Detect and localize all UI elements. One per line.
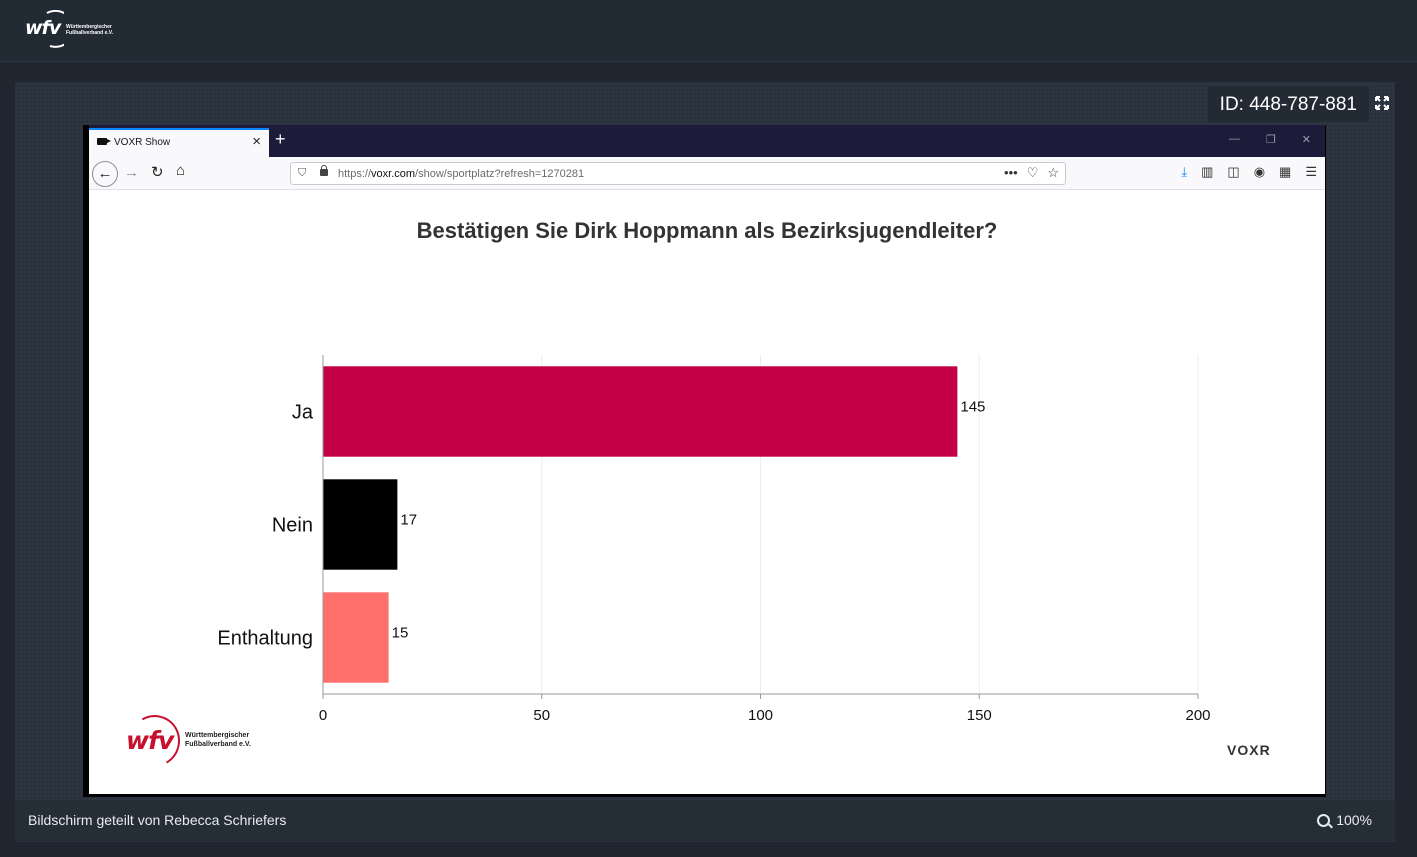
zoom-control[interactable]: 100%	[1317, 812, 1372, 828]
shared-screen: VOXR Show × + — ❐ ✕ ← → ↻ ⌂ ⛉ https://vo…	[83, 125, 1326, 797]
bookmark-star-icon[interactable]: ☆	[1047, 165, 1059, 180]
data-label: 15	[392, 625, 409, 642]
x-tick-label: 150	[967, 707, 992, 724]
x-tick-label: 50	[533, 707, 550, 724]
bar-nein	[323, 479, 398, 570]
bar-ja	[323, 366, 958, 457]
menu-icon[interactable]: ☰	[1305, 164, 1317, 179]
zoom-level: 100%	[1336, 812, 1372, 828]
browser-window: VOXR Show × + — ❐ ✕ ← → ↻ ⌂ ⛉ https://vo…	[89, 125, 1325, 794]
voxr-logo: VOXR	[1227, 742, 1271, 758]
sidebar-icon[interactable]: ◫	[1227, 164, 1240, 179]
url-bar[interactable]: ⛉ https://voxr.com/show/sportplatz?refre…	[290, 162, 1066, 185]
category-label: Ja	[292, 402, 314, 424]
toolbar-right: ⤓ ▥ ◫ ◉ ▦ ☰	[1181, 164, 1317, 180]
video-camera-icon	[97, 138, 111, 145]
tab-title: VOXR Show	[114, 137, 171, 148]
x-tick-label: 200	[1185, 707, 1210, 724]
x-tick-label: 100	[748, 707, 773, 724]
wfv-logo-text: wfv	[25, 17, 61, 39]
library-icon[interactable]: ▥	[1201, 164, 1214, 179]
bar-enthaltung	[323, 592, 389, 683]
lock-icon[interactable]	[320, 165, 328, 176]
screen-share-status: Bildschirm geteilt von Rebecca Schriefer…	[28, 812, 287, 828]
close-window-icon[interactable]: ✕	[1301, 134, 1311, 146]
download-icon[interactable]: ⤓	[1181, 164, 1188, 179]
app-header: wfv Württembergischer Fußballverband e.V…	[0, 0, 1417, 62]
home-icon[interactable]: ⌂	[176, 162, 186, 179]
reload-icon[interactable]: ↻	[151, 164, 164, 181]
tab-strip: VOXR Show × + — ❐ ✕	[89, 125, 1325, 157]
x-tick-label: 0	[319, 707, 327, 724]
url-actions: ••• ♡ ☆	[1004, 165, 1059, 181]
tab-close-icon[interactable]: ×	[252, 133, 261, 150]
session-id-label: ID: 448-787-881	[1207, 86, 1369, 122]
data-label: 145	[960, 399, 985, 416]
fullscreen-icon[interactable]	[1375, 96, 1389, 110]
category-label: Nein	[272, 515, 313, 537]
category-label: Enthaltung	[217, 628, 313, 650]
chart-title: Bestätigen Sie Dirk Hoppmann als Bezirks…	[416, 218, 998, 243]
back-arrow-icon[interactable]: ←	[92, 161, 118, 187]
wfv-logo[interactable]: wfv Württembergischer Fußballverband e.V…	[22, 9, 114, 50]
new-tab-icon[interactable]: +	[275, 129, 286, 149]
pocket-icon[interactable]: ♡	[1026, 165, 1039, 180]
bar-chart: 145Ja17Nein15Enthaltung050100150200Stimm…	[217, 355, 1211, 724]
footer-logo-text: wfv	[126, 726, 174, 755]
tracking-shield-icon[interactable]: ⛉	[298, 167, 307, 179]
browser-toolbar: ← → ↻ ⌂ ⛉ https://voxr.com/show/sportpla…	[89, 157, 1325, 190]
data-label: 17	[400, 512, 417, 529]
zoom-in-icon[interactable]	[1317, 813, 1331, 827]
browser-tab[interactable]: VOXR Show ×	[89, 128, 269, 157]
url-text: https://voxr.com/show/sportplatz?refresh…	[338, 168, 585, 180]
status-bar: Bildschirm geteilt von Rebecca Schriefer…	[15, 800, 1395, 841]
account-icon[interactable]: ◉	[1253, 164, 1266, 179]
wfv-logo-mark: wfv	[22, 9, 75, 50]
window-controls: — ❐ ✕	[1229, 133, 1311, 146]
footer-logo-subtitle: Württembergischer Fußballverband e.V.	[185, 732, 251, 748]
extensions-icon[interactable]: ▦	[1279, 164, 1292, 179]
footer-wfv-logo: wfv Württembergischer Fußballverband e.V…	[123, 709, 251, 773]
restore-icon[interactable]: ❐	[1265, 134, 1276, 146]
forward-arrow-icon[interactable]: →	[124, 164, 139, 181]
wfv-logo-subtitle: Württembergischer Fußballverband e.V.	[66, 24, 114, 36]
minimize-icon[interactable]: —	[1228, 133, 1240, 145]
page-actions-icon[interactable]: •••	[1004, 165, 1018, 180]
